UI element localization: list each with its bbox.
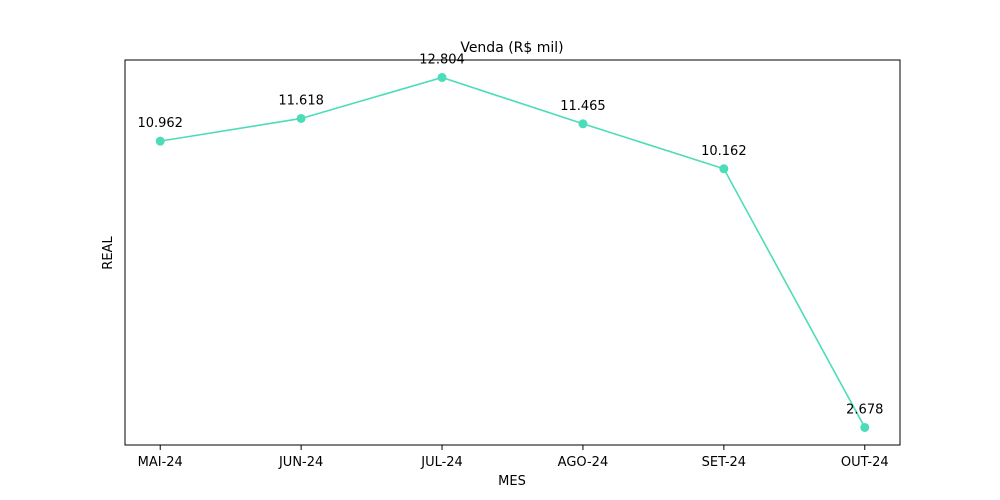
data-point-marker	[860, 422, 870, 432]
x-tick-label: SET-24	[702, 455, 746, 470]
x-tick-label: JUN-24	[278, 455, 323, 470]
x-tick-label: MAI-24	[138, 455, 183, 470]
data-label: 11.465	[560, 99, 606, 114]
chart-title: Venda (R$ mil)	[460, 40, 563, 56]
data-point-marker	[296, 113, 306, 123]
data-point-marker	[155, 136, 165, 146]
x-axis: MAI-24 JUN-24 JUL-24 AGO-24 SET-24 OUT-24	[138, 445, 889, 470]
data-label: 10.162	[701, 144, 747, 159]
series-layer	[155, 72, 870, 432]
data-label: 11.618	[278, 93, 324, 108]
x-axis-label: MES	[498, 474, 526, 489]
data-label: 10.962	[137, 116, 183, 131]
data-point-marker	[437, 72, 447, 82]
data-point-marker	[719, 164, 729, 174]
x-tick-label: OUT-24	[841, 455, 889, 470]
plot-area-frame	[124, 59, 901, 446]
data-labels: 10.962 11.618 12.804 11.465 10.162 2.678	[137, 52, 883, 417]
y-axis-label: REAL	[101, 236, 116, 270]
x-tick-label: AGO-24	[558, 455, 609, 470]
series-line	[160, 76, 866, 428]
data-point-marker	[578, 119, 588, 129]
x-tick-label: JUL-24	[420, 455, 463, 470]
data-label: 12.804	[419, 52, 465, 67]
data-label: 2.678	[846, 402, 883, 417]
